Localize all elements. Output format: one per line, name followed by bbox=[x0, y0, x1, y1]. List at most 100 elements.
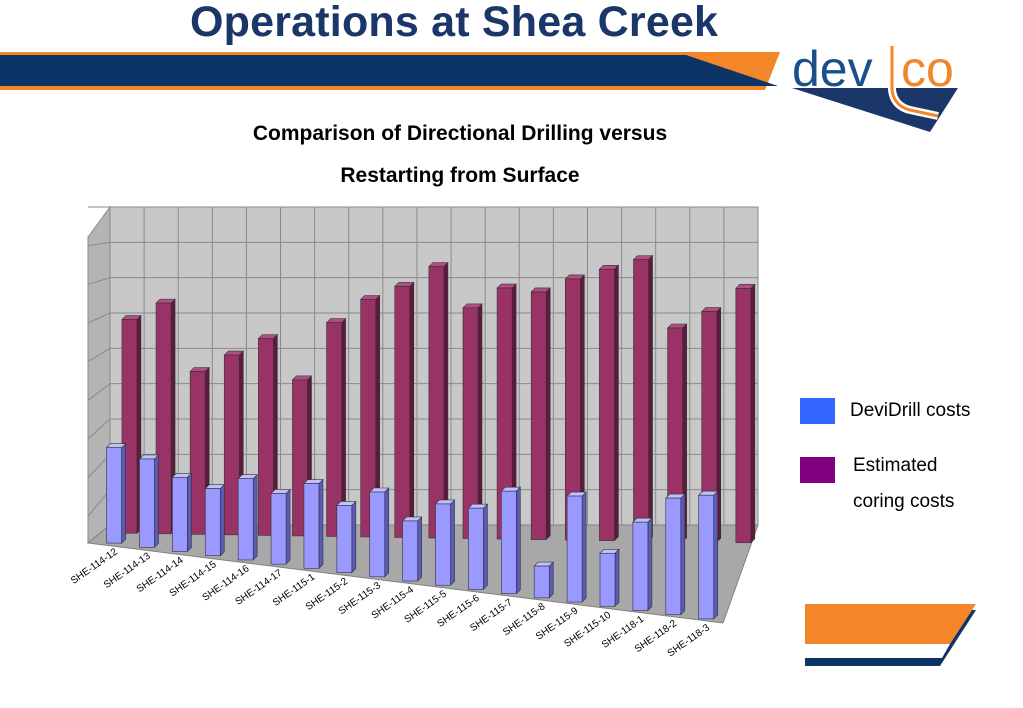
bar-devidrill-SHE-115-4 bbox=[401, 516, 423, 582]
bar-chart-3d: SHE-114-12SHE-114-13SHE-114-14SHE-114-15… bbox=[69, 205, 759, 659]
bar-coring-SHE-114-14-front bbox=[189, 371, 206, 535]
gridline-side bbox=[87, 312, 111, 324]
bar-devidrill-SHE-114-13 bbox=[138, 454, 160, 549]
bar-devidrill-SHE-114-14 bbox=[171, 472, 193, 553]
bar-devidrill-SHE-118-2-front bbox=[665, 497, 682, 615]
bar-devidrill-SHE-114-17-front bbox=[270, 493, 287, 565]
bar-coring-SHE-118-3-front bbox=[735, 288, 752, 544]
bar-devidrill-SHE-115-5 bbox=[434, 499, 456, 586]
bar-coring-SHE-115-5-side bbox=[477, 303, 483, 540]
bar-coring-SHE-115-6 bbox=[496, 283, 517, 540]
bar-devidrill-SHE-115-6-side bbox=[483, 503, 488, 591]
header-band bbox=[0, 52, 780, 90]
bar-devidrill-SHE-115-6 bbox=[467, 503, 489, 591]
bar-coring-SHE-115-9-side bbox=[614, 264, 619, 542]
legend-label-devidrill: DeviDrill costs bbox=[850, 400, 971, 421]
bar-devidrill-SHE-115-5-front bbox=[435, 503, 451, 586]
bar-devidrill-SHE-115-3-side bbox=[384, 487, 390, 578]
bar-devidrill-SHE-115-10-side bbox=[614, 548, 620, 607]
bar-devidrill-SHE-115-1-front bbox=[303, 483, 320, 569]
bar-devidrill-SHE-115-4-side bbox=[417, 516, 422, 582]
bar-devidrill-SHE-114-16-side bbox=[252, 473, 258, 561]
bar-devidrill-SHE-115-6-front bbox=[468, 507, 484, 590]
bar-devidrill-SHE-114-17 bbox=[270, 488, 291, 565]
bar-devidrill-SHE-115-2 bbox=[336, 500, 357, 574]
bar-coring-SHE-115-3 bbox=[394, 281, 415, 539]
bar-devidrill-SHE-115-9 bbox=[566, 491, 587, 603]
bar-coring-SHE-118-3-side bbox=[750, 283, 756, 544]
gridline-side bbox=[87, 347, 111, 363]
bar-coring-SHE-115-10-front bbox=[633, 259, 649, 542]
page-title: Operations at Shea Creek bbox=[190, 0, 719, 46]
legend-label-coring-line-2: coring costs bbox=[853, 491, 955, 512]
bar-devidrill-SHE-115-7 bbox=[500, 486, 522, 595]
bar-devidrill-SHE-114-15-front bbox=[204, 488, 221, 557]
bar-devidrill-SHE-114-16 bbox=[237, 473, 258, 561]
bar-devidrill-SHE-114-15-side bbox=[219, 483, 225, 557]
bar-coring-SHE-115-1-front bbox=[326, 322, 342, 537]
bar-devidrill-SHE-115-2-front bbox=[336, 505, 353, 573]
bar-devidrill-SHE-115-7-side bbox=[516, 486, 521, 595]
bar-devidrill-SHE-115-7-front bbox=[501, 490, 517, 594]
gridline-side bbox=[87, 383, 111, 401]
bar-coring-SHE-115-2-front bbox=[360, 299, 376, 538]
bar-devidrill-SHE-115-1 bbox=[303, 478, 324, 570]
footer-decoration bbox=[805, 604, 976, 666]
bar-devidrill-SHE-114-12 bbox=[105, 442, 127, 544]
bar-coring-SHE-118-2 bbox=[701, 306, 722, 543]
bar-devidrill-SHE-115-4-front bbox=[402, 520, 418, 582]
logo-blue-chevron bbox=[792, 88, 958, 132]
bar-devidrill-SHE-118-1 bbox=[632, 517, 653, 612]
bar-coring-SHE-115-9-front bbox=[599, 268, 615, 541]
bar-coring-SHE-115-10-side bbox=[648, 254, 653, 542]
bar-coring-SHE-115-4 bbox=[428, 261, 449, 539]
bar-devidrill-SHE-115-3-front bbox=[369, 491, 386, 578]
bar-devidrill-SHE-114-13-side bbox=[154, 454, 159, 549]
bar-coring-SHE-118-1 bbox=[666, 323, 688, 543]
bar-devidrill-SHE-118-3-front bbox=[698, 494, 714, 620]
legend-swatch-coring bbox=[800, 457, 835, 483]
bar-coring-SHE-115-7-front bbox=[530, 291, 547, 540]
chart-title-line-2: Restarting from Surface bbox=[340, 164, 580, 187]
bar-coring-SHE-115-1 bbox=[325, 318, 347, 538]
bar-devidrill-SHE-115-8-front bbox=[533, 565, 550, 599]
bar-devidrill-SHE-114-12-front bbox=[106, 447, 122, 544]
bar-devidrill-SHE-114-13-front bbox=[139, 458, 155, 548]
bar-devidrill-SHE-114-16-front bbox=[237, 478, 254, 561]
bar-devidrill-SHE-114-17-side bbox=[285, 488, 291, 565]
chart-title-line-1: Comparison of Directional Drilling versu… bbox=[252, 122, 668, 145]
bar-devidrill-SHE-115-10 bbox=[599, 548, 620, 607]
bar-devidrill-SHE-114-15 bbox=[204, 483, 225, 557]
bar-devidrill-SHE-115-8-side bbox=[548, 561, 554, 599]
bar-devidrill-SHE-114-14-side bbox=[187, 472, 192, 553]
bar-coring-SHE-115-4-front bbox=[428, 266, 445, 539]
bar-devidrill-SHE-115-2-side bbox=[351, 500, 357, 574]
devico-logo: dev co bbox=[792, 41, 958, 132]
chart-frame bbox=[86, 205, 759, 624]
bar-devidrill-SHE-115-5-side bbox=[450, 499, 455, 586]
bar-devidrill-SHE-115-3 bbox=[369, 487, 390, 578]
bar-coring-SHE-114-13 bbox=[155, 298, 176, 535]
bar-devidrill-SHE-118-2 bbox=[665, 493, 686, 616]
bar-coring-SHE-115-9 bbox=[598, 264, 620, 542]
gridline-side bbox=[87, 277, 111, 285]
bar-devidrill-SHE-114-14-front bbox=[172, 477, 188, 552]
bar-coring-SHE-114-16 bbox=[257, 333, 279, 537]
bar-devidrill-SHE-118-2-side bbox=[680, 493, 686, 616]
footer-white bbox=[805, 644, 950, 658]
bar-devidrill-SHE-115-10-front bbox=[599, 552, 616, 607]
bar-devidrill-SHE-118-1-side bbox=[647, 517, 653, 612]
bar-devidrill-SHE-115-9-front bbox=[566, 495, 583, 603]
bar-coring-SHE-114-13-front bbox=[155, 302, 172, 535]
gridline-side bbox=[87, 418, 111, 440]
bar-coring-SHE-115-10 bbox=[632, 254, 654, 542]
bar-coring-SHE-115-3-front bbox=[394, 286, 411, 538]
bar-devidrill-SHE-114-12-side bbox=[121, 442, 126, 544]
bar-coring-SHE-115-7 bbox=[530, 287, 551, 541]
bar-coring-SHE-115-3-side bbox=[409, 281, 415, 539]
logo-orange-swoosh bbox=[890, 46, 939, 118]
header-band-blue bbox=[0, 55, 778, 86]
bar-devidrill-SHE-118-3-side bbox=[713, 490, 718, 620]
bar-coring-SHE-114-16-front bbox=[258, 338, 274, 536]
chart-bars bbox=[105, 254, 756, 620]
